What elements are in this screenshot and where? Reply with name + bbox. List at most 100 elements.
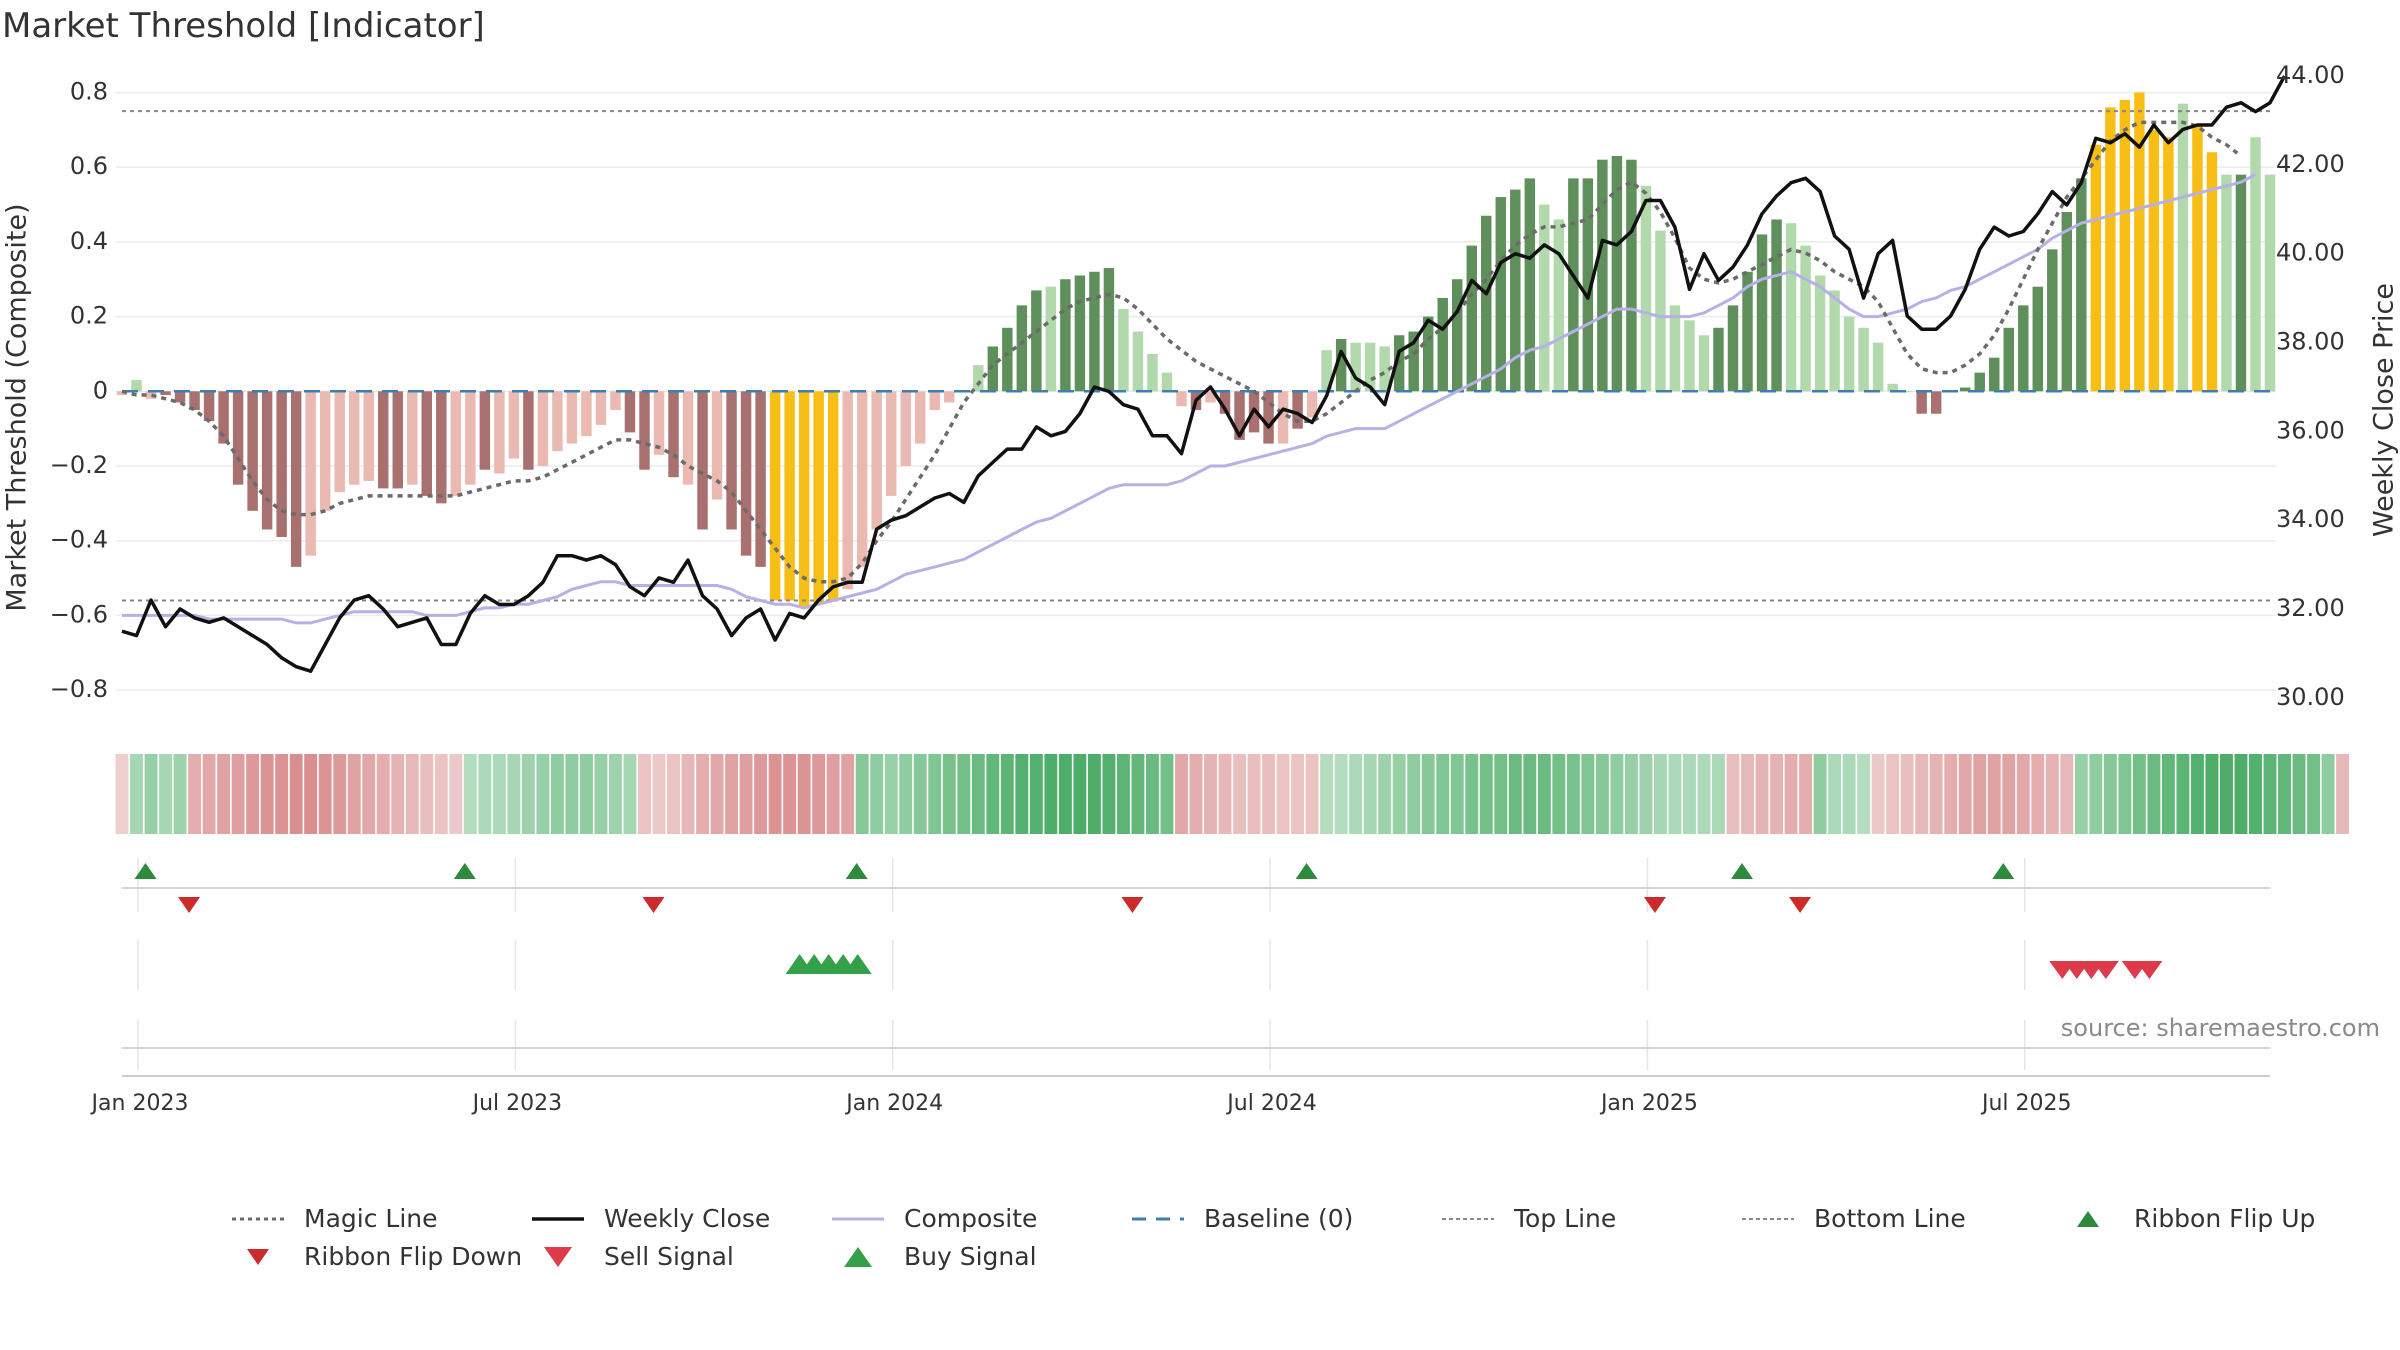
ribbon-cell (144, 754, 158, 834)
composite-bar (1060, 279, 1071, 392)
ribbon-cell (725, 754, 739, 834)
composite-bar (160, 391, 171, 396)
composite-bar (479, 391, 491, 470)
legend-item: Ribbon Flip Down (230, 1242, 522, 1271)
ribbon-flip-down-marker (1789, 897, 1812, 913)
composite-bar (915, 391, 926, 444)
ribbon-cell (260, 754, 274, 834)
ribbon-cell (2278, 754, 2291, 834)
composite-bar (348, 391, 360, 485)
legend-marker (2077, 1210, 2099, 1227)
ribbon-cell (304, 754, 318, 834)
ribbon-cell (1131, 754, 1145, 834)
composite-bar (1843, 316, 1855, 392)
ribbon-cell (347, 754, 361, 834)
composite-bar (682, 391, 694, 485)
ribbon-cell (1247, 754, 1261, 834)
ribbon-cell (1726, 754, 1740, 834)
composite-bar (1974, 372, 1985, 392)
ribbon-cell (1116, 754, 1130, 834)
ribbon-cell (449, 754, 463, 834)
ribbon-cell (696, 754, 709, 834)
composite-bar (856, 391, 868, 567)
composite-bar (1568, 178, 1579, 392)
ribbon-cell (1334, 754, 1348, 834)
ribbon-cell (2118, 754, 2132, 834)
ribbon-cell (1465, 754, 1479, 834)
composite-bar (595, 391, 607, 425)
composite-bar (1176, 391, 1187, 407)
ribbon-cell (1233, 754, 1246, 834)
ribbon-cell (1755, 754, 1769, 834)
x-tick-label: Jan 2025 (1599, 1091, 1698, 1116)
ribbon-cell (1392, 754, 1406, 834)
legend-swatch (532, 1216, 584, 1221)
composite-bar (1495, 197, 1507, 392)
composite-bar (378, 391, 389, 489)
composite-line (122, 173, 2257, 625)
series-lines (121, 75, 2287, 673)
ribbon-cell (536, 754, 550, 834)
composite-bar (2163, 137, 2174, 392)
composite-bar (174, 391, 186, 403)
ribbon-cell (188, 754, 202, 834)
ribbon-cell (1712, 754, 1725, 834)
legend-item: Composite (830, 1204, 1037, 1233)
right-tick-label: 44.00 (2276, 61, 2345, 89)
signal-markers (134, 863, 2163, 979)
right-tick-label: 32.00 (2276, 594, 2345, 622)
ribbon-cell (1276, 754, 1290, 834)
ribbon-cell (1929, 754, 1943, 834)
composite-bar (203, 391, 215, 422)
chart-title: Market Threshold [Indicator] (2, 6, 485, 46)
right-tick-label: 36.00 (2276, 416, 2345, 444)
ribbon-cell (333, 754, 347, 834)
legend-item: Ribbon Flip Up (2060, 1204, 2315, 1233)
composite-bar (1611, 155, 1623, 392)
composite-bar (1814, 275, 1826, 392)
ribbon-flip-up-marker (1992, 863, 2015, 879)
ribbon-cell (2031, 754, 2045, 834)
composite-bar (363, 391, 374, 481)
composite-bar (1785, 223, 1797, 392)
ribbon-cell (1087, 754, 1101, 834)
ribbon-cell (1784, 754, 1798, 834)
composite-bar (2177, 103, 2189, 392)
ribbon-cell (942, 754, 956, 834)
composite-bar (2119, 99, 2131, 392)
ribbon-cell (391, 754, 405, 834)
ribbon-cell (2103, 754, 2117, 834)
composite-bar (552, 391, 563, 452)
ribbon-cell (2089, 754, 2103, 834)
legend-label: Baseline (0) (1204, 1204, 1354, 1233)
composite-bar (668, 391, 679, 478)
composite-bar (2264, 174, 2276, 392)
composite-bar (1713, 327, 1724, 392)
composite-bar (319, 391, 331, 511)
ribbon-flip-down-marker (1643, 897, 1666, 913)
legend-label: Weekly Close (604, 1204, 771, 1233)
ribbon-cell (1741, 754, 1754, 834)
ribbon-cell (1973, 754, 1987, 834)
legend-item: Weekly Close (530, 1204, 770, 1233)
legend-swatch (1742, 1217, 1794, 1220)
ribbon-cell (1494, 754, 1508, 834)
ribbon-cell (884, 754, 898, 834)
ribbon-cell (1944, 754, 1958, 834)
right-tick-label: 38.00 (2276, 328, 2345, 356)
grid (116, 91, 2276, 1077)
composite-bar (755, 391, 766, 567)
axes: 0.8 0.6 0.4 0.2 0 −0.2 −0.4 −0.6 −0.8 44.00 42.00 4… (2, 61, 2400, 1116)
x-tick-label: Jul 2025 (1980, 1091, 2072, 1116)
ribbon-cell (957, 754, 971, 834)
ribbon-cell (2249, 754, 2262, 834)
ribbon-cell (376, 754, 390, 834)
x-tick-label: Jan 2023 (90, 1091, 189, 1116)
legend-swatch (1442, 1217, 1494, 1220)
composite-bar (1858, 327, 1869, 392)
composite-bar (465, 391, 476, 485)
legend-label: Bottom Line (1814, 1204, 1966, 1233)
ribbon-cell (507, 754, 521, 834)
composite-bar (537, 391, 549, 466)
